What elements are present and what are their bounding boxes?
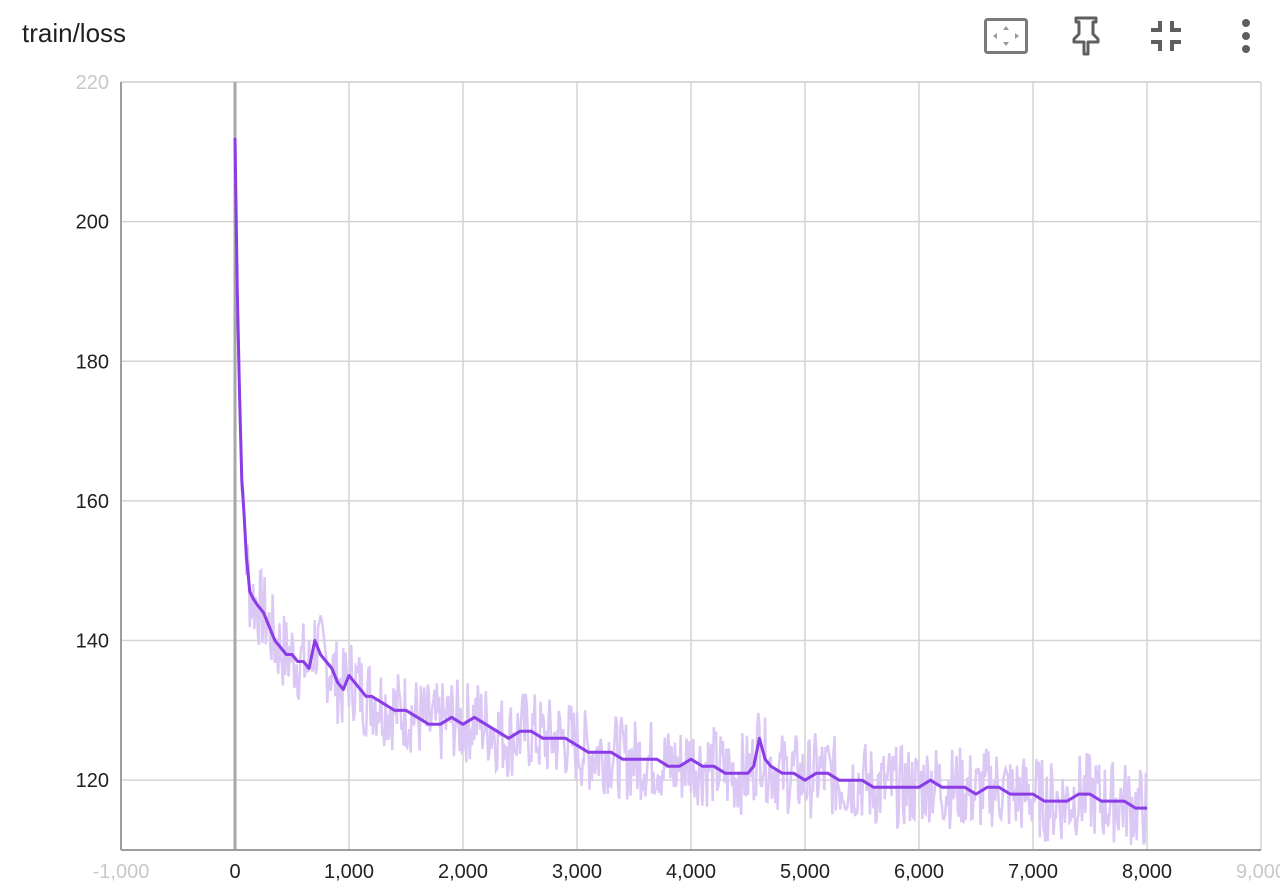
x-tick-label: 1,000 bbox=[324, 861, 374, 883]
card-header: train/loss bbox=[0, 0, 1280, 78]
x-tick-label: 8,000 bbox=[1122, 861, 1172, 883]
collapse-icon bbox=[1151, 21, 1181, 51]
y-tick-label: 120 bbox=[76, 770, 109, 792]
card-title: train/loss bbox=[22, 18, 127, 48]
pin-icon bbox=[1072, 16, 1100, 56]
fit-domain-button[interactable] bbox=[984, 14, 1028, 58]
x-tick-label: 7,000 bbox=[1008, 861, 1058, 883]
x-tick-label: 3,000 bbox=[552, 861, 602, 883]
x-tick-label: 4,000 bbox=[666, 861, 716, 883]
x-tick-label: 5,000 bbox=[780, 861, 830, 883]
raw-loss-line[interactable] bbox=[233, 138, 1149, 845]
y-tick-label: 200 bbox=[76, 212, 109, 234]
pin-button[interactable] bbox=[1064, 14, 1108, 58]
x-tick-label: 0 bbox=[229, 861, 240, 883]
more-vert-icon bbox=[1242, 19, 1250, 53]
x-tick-label: 6,000 bbox=[894, 861, 944, 883]
y-tick-label: 160 bbox=[76, 491, 109, 513]
x-tick-label: 2,000 bbox=[438, 861, 488, 883]
x-tick-label: 9,000 bbox=[1236, 861, 1280, 883]
y-tick-label: 220 bbox=[76, 72, 109, 94]
smoothed-loss-line[interactable] bbox=[233, 137, 1147, 810]
x-tick-label: -1,000 bbox=[93, 861, 150, 883]
collapse-button[interactable] bbox=[1144, 14, 1188, 58]
y-tick-label: 140 bbox=[76, 631, 109, 653]
more-options-button[interactable] bbox=[1224, 14, 1268, 58]
y-tick-label: 180 bbox=[76, 351, 109, 373]
fit-domain-icon bbox=[984, 18, 1028, 54]
